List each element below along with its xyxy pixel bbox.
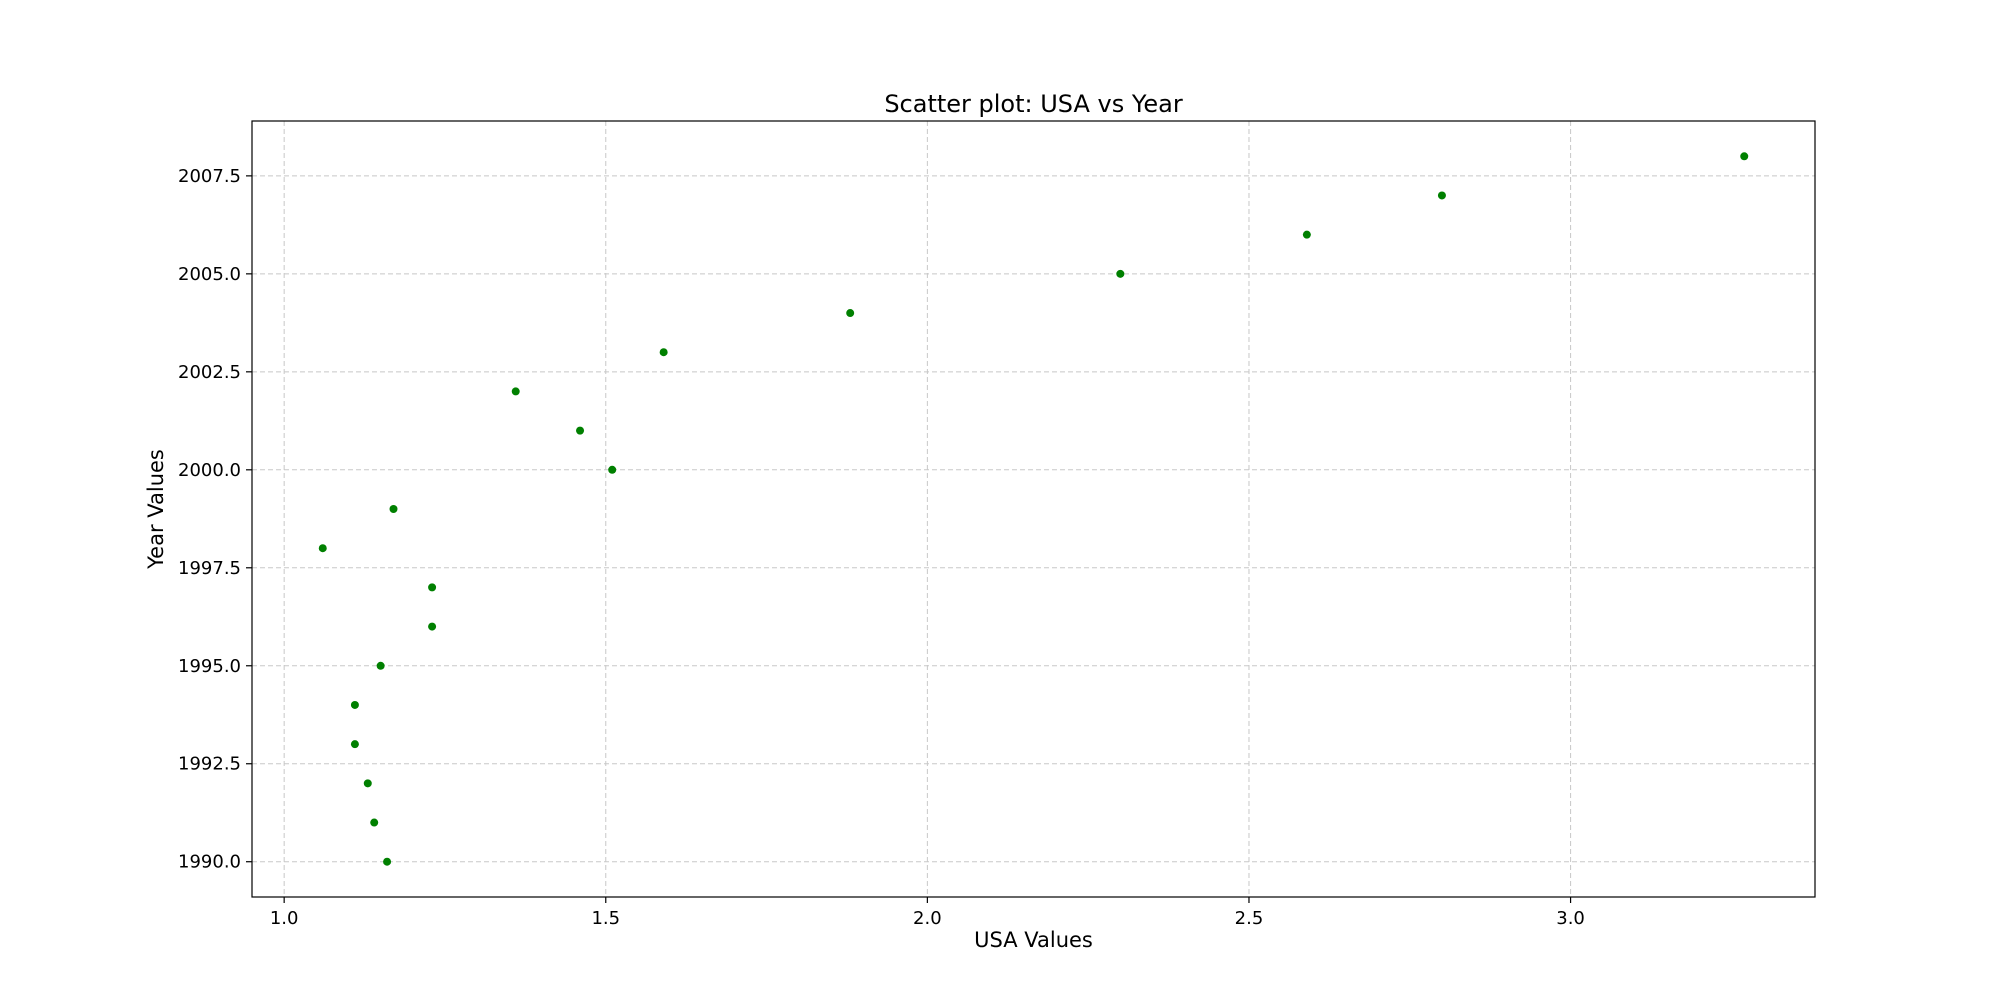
scatter-point [363,779,372,788]
scatter-point [1437,191,1446,200]
x-tick-label: 1.0 [270,908,299,929]
x-tick-label: 1.5 [591,908,620,929]
axis-ticks: 1.0 1.5 2.0 2.5 3.0 1990.0 1992.5 1995.0 1997.5 2… [178,166,1585,929]
x-tick-label: 3.0 [1556,908,1585,929]
scatter-point [659,348,668,357]
scatter-point [389,505,398,513]
scatter-point [608,465,617,474]
scatter-point [1302,230,1311,239]
y-tick-label: 1995.0 [178,656,241,677]
scatter-point [1740,152,1749,161]
scatter-point [428,622,437,631]
scatter-point [383,857,392,866]
scatter-point [370,818,379,827]
y-tick-label: 2000.0 [178,460,241,481]
y-tick-label: 1992.5 [178,754,241,775]
scatter-point [318,544,327,553]
x-axis-label: USA Values [974,928,1093,952]
plot-frame [251,120,1816,898]
y-tick-label: 2005.0 [178,264,241,285]
scatter-point [350,700,359,709]
scatter-point [846,309,855,318]
y-tick-label: 1997.5 [178,558,241,579]
scatter-point [376,661,385,670]
y-axis-label: Year Values [144,449,168,570]
chart-title: Scatter plot: USA vs Year [884,90,1183,118]
y-tick-label: 2002.5 [178,362,241,383]
y-tick-label: 1990.0 [178,852,241,873]
x-tick-label: 2.5 [1235,908,1264,929]
scatter-point [428,583,437,592]
grid [252,121,1815,897]
data-points [318,152,1749,866]
x-tick-label: 2.0 [913,908,942,929]
scatter-point [511,387,520,396]
scatter-point [350,740,359,749]
scatter-point [1116,269,1125,278]
scatter-point [576,426,585,435]
y-tick-label: 2007.5 [178,166,241,187]
